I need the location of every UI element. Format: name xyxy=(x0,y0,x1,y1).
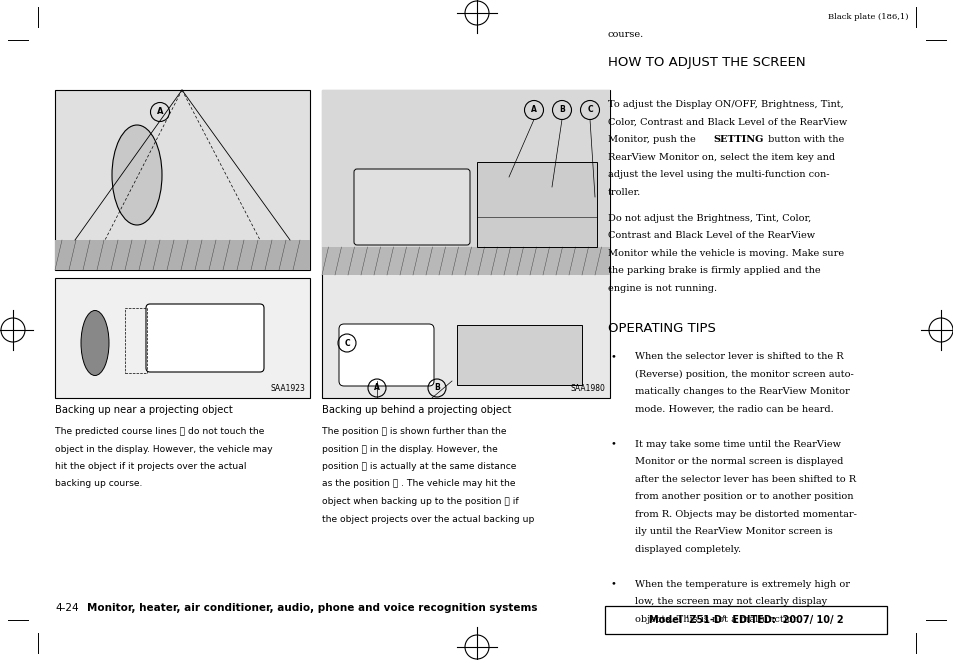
Text: Black plate (186,1): Black plate (186,1) xyxy=(827,13,908,21)
Text: Model ʿZ51-Dʿ  EDITED:  2007/ 10/ 2: Model ʿZ51-Dʿ EDITED: 2007/ 10/ 2 xyxy=(648,615,842,625)
Text: B: B xyxy=(558,106,564,114)
Text: The position Ⓢ is shown further than the: The position Ⓢ is shown further than the xyxy=(322,427,506,436)
Text: the parking brake is firmly applied and the: the parking brake is firmly applied and … xyxy=(607,266,820,275)
Bar xyxy=(456,325,581,385)
Text: It may take some time until the RearView: It may take some time until the RearView xyxy=(635,440,841,449)
Text: RearView Monitor on, select the item key and: RearView Monitor on, select the item key… xyxy=(607,152,834,162)
Bar xyxy=(322,247,609,275)
Text: engine is not running.: engine is not running. xyxy=(607,284,717,293)
Text: adjust the level using the multi-function con-: adjust the level using the multi-functio… xyxy=(607,170,828,179)
Text: matically changes to the RearView Monitor: matically changes to the RearView Monito… xyxy=(635,387,849,396)
Text: the object projects over the actual backing up: the object projects over the actual back… xyxy=(322,515,534,523)
Bar xyxy=(125,308,147,373)
Ellipse shape xyxy=(112,125,162,225)
Text: as the position Ⓐ . The vehicle may hit the: as the position Ⓐ . The vehicle may hit … xyxy=(322,480,515,488)
Text: C: C xyxy=(344,339,350,348)
Text: Monitor while the vehicle is moving. Make sure: Monitor while the vehicle is moving. Mak… xyxy=(607,249,843,258)
Text: A: A xyxy=(156,108,163,117)
Text: position Ⓑ in the display. However, the: position Ⓑ in the display. However, the xyxy=(322,444,497,453)
Text: backing up course.: backing up course. xyxy=(55,480,142,488)
Ellipse shape xyxy=(81,310,109,376)
Text: after the selector lever has been shifted to R: after the selector lever has been shifte… xyxy=(635,475,855,484)
Text: C: C xyxy=(587,106,592,114)
Bar xyxy=(55,90,310,270)
Text: button with the: button with the xyxy=(764,135,843,144)
Text: object in the display. However, the vehicle may: object in the display. However, the vehi… xyxy=(55,444,273,453)
Text: objects. This is not a malfunction.: objects. This is not a malfunction. xyxy=(635,614,801,624)
Text: The predicted course lines Ⓐ do not touch the: The predicted course lines Ⓐ do not touc… xyxy=(55,427,264,436)
Text: low, the screen may not clearly display: low, the screen may not clearly display xyxy=(635,597,826,607)
Text: (Reverse) position, the monitor screen auto-: (Reverse) position, the monitor screen a… xyxy=(635,370,853,379)
Text: mode. However, the radio can be heard.: mode. However, the radio can be heard. xyxy=(635,405,833,414)
Text: Monitor, heater, air conditioner, audio, phone and voice recognition systems: Monitor, heater, air conditioner, audio,… xyxy=(87,603,537,613)
Text: B: B xyxy=(434,383,439,393)
Bar xyxy=(322,90,609,398)
FancyBboxPatch shape xyxy=(338,324,434,386)
Text: HOW TO ADJUST THE SCREEN: HOW TO ADJUST THE SCREEN xyxy=(607,56,804,69)
Text: from R. Objects may be distorted momentar-: from R. Objects may be distorted momenta… xyxy=(635,510,856,519)
Text: Do not adjust the Brightness, Tint, Color,: Do not adjust the Brightness, Tint, Colo… xyxy=(607,214,810,223)
Text: Monitor, push the: Monitor, push the xyxy=(607,135,699,144)
Text: troller.: troller. xyxy=(607,187,640,197)
Text: •: • xyxy=(609,579,616,589)
Text: ily until the RearView Monitor screen is: ily until the RearView Monitor screen is xyxy=(635,527,832,536)
Bar xyxy=(476,162,597,247)
Text: When the temperature is extremely high or: When the temperature is extremely high o… xyxy=(635,579,849,589)
Text: SAA1980: SAA1980 xyxy=(570,384,604,393)
Text: SAA1923: SAA1923 xyxy=(270,384,305,393)
Text: Contrast and Black Level of the RearView: Contrast and Black Level of the RearView xyxy=(607,231,814,240)
FancyBboxPatch shape xyxy=(354,169,470,245)
Text: Backing up near a projecting object: Backing up near a projecting object xyxy=(55,405,233,415)
Bar xyxy=(604,606,886,634)
Text: Backing up behind a projecting object: Backing up behind a projecting object xyxy=(322,405,511,415)
Bar xyxy=(55,240,310,270)
Text: from another position or to another position: from another position or to another posi… xyxy=(635,492,853,501)
Text: •: • xyxy=(609,440,616,449)
Bar xyxy=(322,90,609,275)
Text: course.: course. xyxy=(607,30,643,39)
Text: A: A xyxy=(531,106,537,114)
Text: displayed completely.: displayed completely. xyxy=(635,544,740,554)
Text: •: • xyxy=(609,352,616,361)
Text: A: A xyxy=(374,383,379,393)
Text: To adjust the Display ON/OFF, Brightness, Tint,: To adjust the Display ON/OFF, Brightness… xyxy=(607,100,842,109)
Text: When the selector lever is shifted to the R: When the selector lever is shifted to th… xyxy=(635,352,842,361)
Text: hit the object if it projects over the actual: hit the object if it projects over the a… xyxy=(55,462,246,471)
Bar xyxy=(55,278,310,398)
Text: object when backing up to the position Ⓐ if: object when backing up to the position Ⓐ… xyxy=(322,497,518,506)
Text: OPERATING TIPS: OPERATING TIPS xyxy=(607,322,715,335)
Text: 4-24: 4-24 xyxy=(55,603,78,613)
Text: Color, Contrast and Black Level of the RearView: Color, Contrast and Black Level of the R… xyxy=(607,117,846,127)
Text: position Ⓢ is actually at the same distance: position Ⓢ is actually at the same dista… xyxy=(322,462,516,471)
Text: Monitor or the normal screen is displayed: Monitor or the normal screen is displaye… xyxy=(635,457,842,466)
FancyBboxPatch shape xyxy=(146,304,264,372)
Text: SETTING: SETTING xyxy=(712,135,762,144)
